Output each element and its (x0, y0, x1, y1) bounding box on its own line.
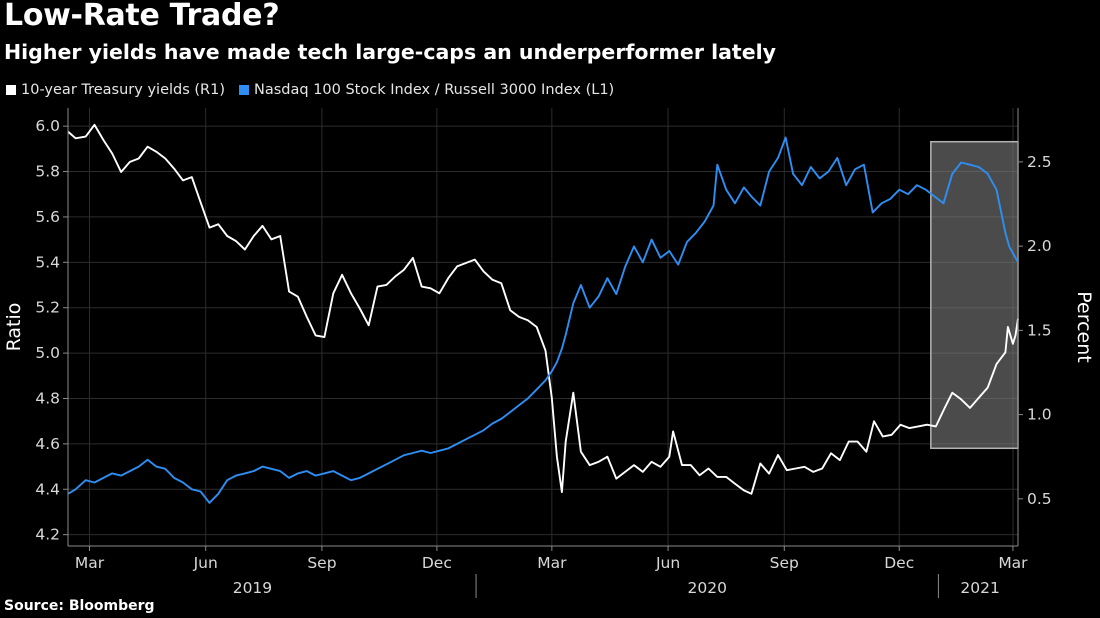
right-tick-label-0: 0.5 (1027, 490, 1052, 508)
left-tick-label-9: 6.0 (35, 117, 60, 135)
highlight-box (930, 140, 1019, 450)
y-axis-label-right: Percent (1073, 291, 1095, 363)
series-line-treasury-yields (67, 123, 1019, 495)
legend-swatch-treasury (6, 85, 16, 95)
legend-swatch-nasdaq-ratio (239, 85, 249, 95)
x-tick-label-4: Mar (537, 554, 567, 572)
year-label-2019: 2019 (233, 579, 272, 597)
x-tick-label-3: Dec (422, 554, 452, 572)
chart-subtitle: Higher yields have made tech large-caps … (4, 40, 777, 64)
left-tick-label-3: 4.8 (35, 389, 60, 407)
left-tick-label-2: 4.6 (35, 435, 60, 453)
right-tick-label-1: 1.0 (1027, 406, 1052, 424)
x-tick-label-0: Mar (75, 554, 105, 572)
legend-item-nasdaq-ratio: Nasdaq 100 Stock Index / Russell 3000 In… (239, 82, 614, 98)
left-tick-label-5: 5.2 (35, 299, 60, 317)
left-tick-label-7: 5.6 (35, 208, 60, 226)
y-axis-label-left: Ratio (3, 303, 25, 352)
year-label-2020: 2020 (688, 579, 727, 597)
chart-legend: 10-year Treasury yields (R1) Nasdaq 100 … (6, 82, 628, 98)
left-tick-label-8: 5.8 (35, 163, 60, 181)
x-tick-label-2: Sep (307, 554, 336, 572)
legend-label-nasdaq-ratio: Nasdaq 100 Stock Index / Russell 3000 In… (254, 82, 615, 98)
left-tick-label-1: 4.4 (35, 480, 60, 498)
legend-item-treasury: 10-year Treasury yields (R1) (6, 82, 225, 98)
year-label-2021: 2021 (960, 579, 999, 597)
left-tick-label-6: 5.4 (35, 253, 60, 271)
series-line-nasdaq-russell-ratio (67, 136, 1019, 504)
x-tick-label-7: Dec (884, 554, 914, 572)
series-layer (67, 123, 1019, 504)
x-tick-label-1: Jun (193, 554, 218, 572)
highlight-layer (930, 140, 1019, 450)
x-tick-label-8: Mar (998, 554, 1028, 572)
legend-label-treasury: 10-year Treasury yields (R1) (21, 82, 225, 98)
left-tick-label-0: 4.2 (35, 526, 60, 544)
right-tick-label-4: 2.5 (1027, 153, 1052, 171)
left-tick-label-4: 5.0 (35, 344, 60, 362)
right-tick-label-2: 1.5 (1027, 321, 1052, 339)
source-note: Source: Bloomberg (4, 598, 155, 614)
chart-title: Low-Rate Trade? (4, 0, 280, 33)
axes-layer: 4.2 4.4 4.6 4.8 5.0 5.2 5.4 5.6 5.8 6.0 0.5 1.0 1.5 2… (3, 108, 1095, 598)
gridlines (68, 108, 1018, 546)
x-tick-label-6: Sep (770, 554, 799, 572)
right-tick-label-3: 2.0 (1027, 237, 1052, 255)
x-tick-label-5: Jun (655, 554, 680, 572)
